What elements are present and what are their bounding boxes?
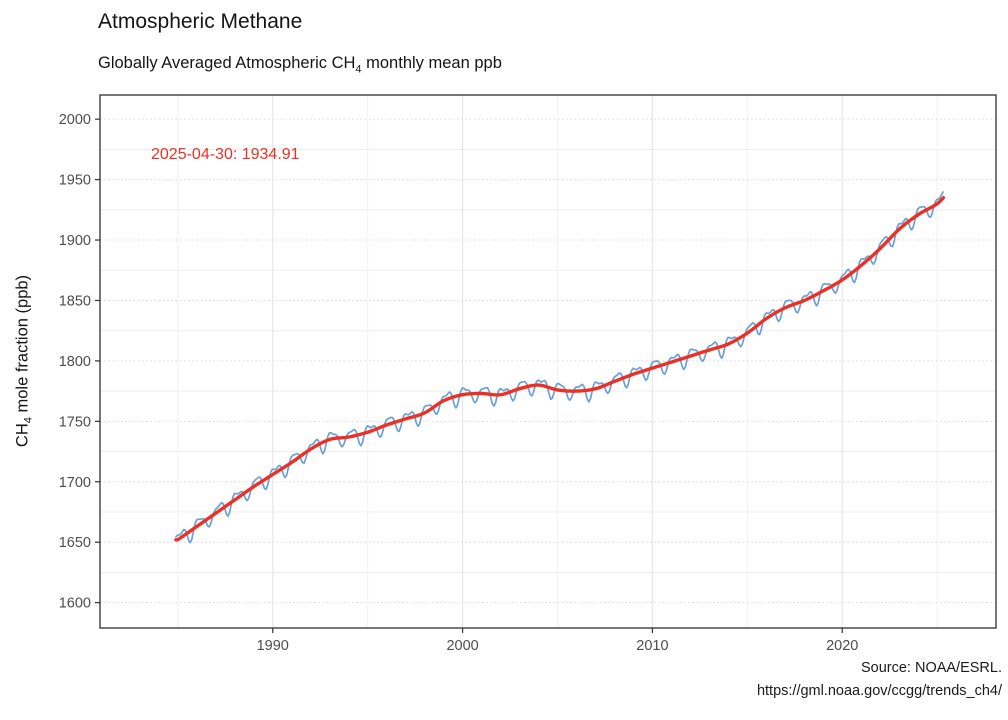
caption-source: Source: NOAA/ESRL.	[860, 660, 1002, 676]
caption-url: https://gml.noaa.gov/ccgg/trends_ch4/	[756, 683, 1002, 699]
y-tick-label: 1700	[59, 475, 91, 491]
subtitle-subscript: 4	[355, 63, 362, 76]
y-axis-title-text: CH	[13, 423, 32, 448]
monthly-mean-line	[175, 191, 944, 544]
y-tick-label: 1600	[59, 596, 91, 612]
plot-panel-border	[99, 94, 997, 629]
x-tick-label: 2010	[636, 638, 668, 654]
subtitle-text-cont: monthly mean ppb	[361, 54, 502, 72]
subtitle-text: Globally Averaged Atmospheric CH	[98, 54, 356, 72]
caption: Source: NOAA/ESRL. https://gml.noaa.gov/…	[757, 657, 1002, 703]
y-tick-label: 1900	[59, 233, 91, 249]
y-tick-label: 1800	[59, 354, 91, 370]
x-tick-label: 2020	[826, 638, 858, 654]
y-axis-title-subscript: 4	[22, 417, 35, 424]
figure-subtitle: Globally Averaged Atmospheric CH4 monthl…	[98, 54, 502, 75]
latest-value-annotation: 2025-04-30: 1934.91	[151, 146, 300, 163]
y-axis-title-text-cont: mole fraction (ppb)	[13, 274, 32, 418]
y-axis-title: CH4 mole fraction (ppb)	[13, 275, 34, 447]
y-tick-label: 1950	[59, 173, 91, 189]
y-tick-label: 1850	[59, 293, 91, 309]
page-title: Atmospheric Methane	[98, 10, 303, 33]
x-tick-label: 1990	[257, 638, 289, 654]
trend-line	[174, 196, 946, 542]
y-tick-label: 1650	[59, 535, 91, 551]
x-tick-label: 2000	[446, 638, 478, 654]
y-tick-label: 2000	[59, 112, 91, 128]
y-tick-label: 1750	[59, 414, 91, 430]
